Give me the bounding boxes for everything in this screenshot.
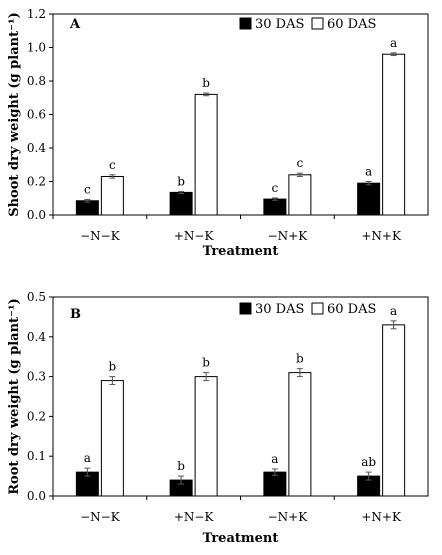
panel-a-y-tick-label: 1.0 bbox=[27, 41, 46, 55]
panel-a-legend-label: 30 DAS bbox=[255, 17, 304, 32]
panel-a-legend-swatch bbox=[311, 17, 324, 30]
panel-a-x-axis-title: Treatment bbox=[203, 244, 279, 259]
panel-a-significance-letter: b bbox=[177, 174, 185, 188]
panel-a-significance-letter: a bbox=[390, 36, 397, 50]
panel-b-y-tick-label: 0.5 bbox=[27, 290, 46, 304]
panel-b-bar-60das bbox=[382, 324, 406, 497]
panel-b-significance-letter: b bbox=[109, 360, 117, 374]
panel-b-x-axis-title: Treatment bbox=[203, 531, 279, 546]
panel-b-bar-60das bbox=[288, 372, 312, 497]
panel-b-significance-letter: b bbox=[296, 352, 304, 366]
panel-a-y-tick-label: 0.2 bbox=[27, 175, 46, 189]
panel-b-significance-letter: b bbox=[177, 459, 185, 473]
panel-a-significance-letter: c bbox=[84, 182, 91, 196]
panel-b-y-tick-label: 0.3 bbox=[27, 370, 46, 384]
panel-b-x-tick-label: −N+K bbox=[268, 510, 309, 524]
panel-b-x-tick-label: +N−K bbox=[174, 510, 215, 524]
panel-b-y-axis-title: Root dry weight (g plant⁻¹) bbox=[7, 298, 22, 495]
panel-a-x-tick-label: −N+K bbox=[268, 229, 309, 243]
panel-b-y-tick-label: 0.0 bbox=[27, 489, 46, 503]
panel-b-x-tick-label: −N−K bbox=[80, 510, 121, 524]
panel-a-y-axis-title: Shoot dry weight (g plant⁻¹) bbox=[7, 12, 22, 217]
panel-a-bar-60das bbox=[288, 174, 312, 216]
panel-b-significance-letter: ab bbox=[361, 455, 376, 469]
panel-a-y-tick-label: 0.0 bbox=[27, 208, 46, 222]
panel-a-significance-letter: b bbox=[202, 76, 210, 90]
panel-a-significance-letter: c bbox=[297, 156, 304, 170]
panel-b-bar-60das bbox=[100, 380, 124, 497]
panel-a-label: A bbox=[69, 17, 81, 32]
panel-a-significance-letter: a bbox=[365, 165, 372, 179]
panel-a-bar-30das bbox=[357, 182, 381, 216]
panel-b-legend-label: 30 DAS bbox=[255, 302, 304, 317]
panel-a-y-tick-label: 0.8 bbox=[27, 74, 46, 88]
panel-a-bar-30das bbox=[169, 191, 193, 216]
panel-a-y-tick-label: 0.6 bbox=[27, 108, 46, 122]
panel-a-bar-60das bbox=[194, 93, 218, 216]
panel-a-x-tick-label: −N−K bbox=[80, 229, 121, 243]
panel-b-label: B bbox=[70, 307, 81, 322]
panel-a-bar-30das bbox=[75, 200, 99, 216]
panel-a-bar-30das bbox=[263, 198, 287, 216]
panel-a-significance-letter: c bbox=[109, 158, 116, 172]
panel-b-legend-swatch bbox=[239, 302, 252, 315]
panel-b-y-tick-label: 0.2 bbox=[27, 409, 46, 423]
panel-b-y-tick-label: 0.4 bbox=[27, 330, 46, 344]
panel-a-bar-60das bbox=[100, 175, 124, 216]
panel-a-significance-letter: c bbox=[272, 181, 279, 195]
panel-a-legend-label: 60 DAS bbox=[327, 17, 376, 32]
panel-b-bar-60das bbox=[194, 376, 218, 497]
panel-b-significance-letter: a bbox=[84, 451, 91, 465]
panel-b-x-tick-label: +N+K bbox=[361, 510, 402, 524]
panel-a-x-tick-label: +N+K bbox=[361, 229, 402, 243]
panel-b-significance-letter: b bbox=[202, 356, 210, 370]
panel-b-legend-swatch bbox=[311, 302, 324, 315]
panel-b-legend-label: 60 DAS bbox=[327, 302, 376, 317]
panel-b-significance-letter: a bbox=[271, 452, 278, 466]
panel-a-y-tick-label: 1.2 bbox=[27, 7, 46, 21]
panel-a-y-tick-label: 0.4 bbox=[27, 141, 46, 155]
panel-a-x-tick-label: +N−K bbox=[174, 229, 215, 243]
panel-a-bar-60das bbox=[382, 53, 406, 216]
panel-b-significance-letter: a bbox=[390, 304, 397, 318]
panel-b-y-tick-label: 0.1 bbox=[27, 449, 46, 463]
panel-a-legend-swatch bbox=[239, 17, 252, 30]
